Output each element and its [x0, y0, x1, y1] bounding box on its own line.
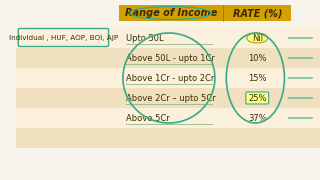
Text: RATE (%): RATE (%)	[233, 8, 282, 18]
Bar	[16, 28, 320, 48]
Text: Individual , HUF, AOP, BOI, AJP: Individual , HUF, AOP, BOI, AJP	[9, 35, 118, 40]
Text: 10%: 10%	[248, 53, 267, 62]
FancyBboxPatch shape	[18, 28, 108, 46]
Bar	[16, 68, 320, 88]
Text: 37%: 37%	[248, 114, 267, 123]
Text: Upto 50L: Upto 50L	[126, 33, 164, 42]
Text: Nil: Nil	[252, 33, 263, 42]
Bar	[16, 48, 320, 68]
Text: 15%: 15%	[248, 73, 267, 82]
Ellipse shape	[247, 33, 268, 43]
Text: Above 2Cr – upto 5Cr: Above 2Cr – upto 5Cr	[126, 93, 216, 102]
Bar	[16, 108, 320, 128]
FancyBboxPatch shape	[246, 92, 269, 104]
Text: Above 1Cr - upto 2Cr: Above 1Cr - upto 2Cr	[126, 73, 214, 82]
Bar	[16, 88, 320, 108]
Bar	[16, 128, 320, 148]
Bar	[118, 5, 292, 21]
Text: Range of Income: Range of Income	[124, 8, 217, 18]
Text: Above 5Cr: Above 5Cr	[126, 114, 170, 123]
Text: Above 50L - upto 1Cr: Above 50L - upto 1Cr	[126, 53, 215, 62]
Text: 25%: 25%	[248, 93, 267, 102]
